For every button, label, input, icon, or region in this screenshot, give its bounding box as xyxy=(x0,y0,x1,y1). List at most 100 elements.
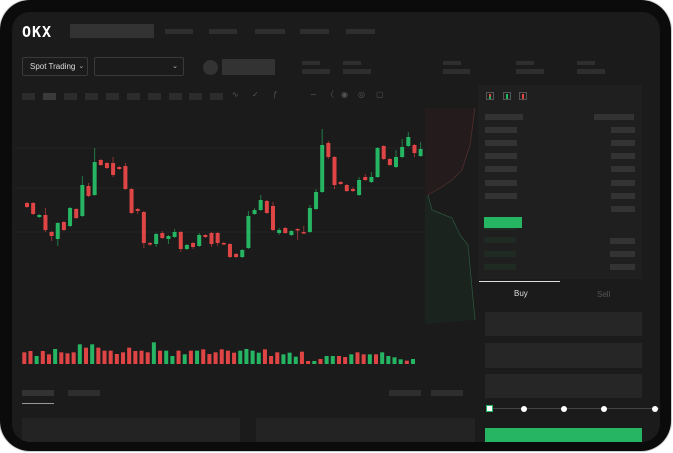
buy-submit-button[interactable] xyxy=(485,428,642,442)
timeframe-button-active[interactable] xyxy=(43,93,56,100)
volume-bar xyxy=(207,354,212,364)
volume-bar xyxy=(182,354,187,364)
volume-bar xyxy=(404,360,409,364)
candle-body xyxy=(117,167,122,169)
candle xyxy=(332,156,337,189)
bottom-panel xyxy=(22,418,240,442)
order-book-asks-icon[interactable] xyxy=(519,92,527,100)
candle xyxy=(369,172,374,183)
candle-body xyxy=(43,215,48,230)
candle-body xyxy=(135,209,140,211)
candle-body xyxy=(350,189,355,191)
bid-price-row xyxy=(484,251,516,257)
candle-body xyxy=(295,229,300,231)
candle-body xyxy=(320,145,325,192)
bottom-tab[interactable] xyxy=(68,390,100,396)
nav-item[interactable] xyxy=(300,29,329,34)
depth-chart xyxy=(425,107,476,324)
timeframe-button[interactable] xyxy=(85,93,98,100)
header-search-placeholder[interactable] xyxy=(70,24,154,38)
candle-body xyxy=(375,148,380,177)
amount-input[interactable] xyxy=(485,343,642,368)
price-chart[interactable] xyxy=(12,12,660,442)
timeframe-button[interactable] xyxy=(189,93,202,100)
check-tool-icon[interactable]: ✓ xyxy=(252,90,259,99)
candle xyxy=(43,208,48,232)
nav-item[interactable] xyxy=(165,29,193,34)
candle-body xyxy=(406,137,411,146)
timeframe-button[interactable] xyxy=(148,93,161,100)
bottom-tab-active[interactable] xyxy=(22,390,54,396)
fullscreen-icon[interactable]: ▢ xyxy=(376,90,384,99)
slider-stop[interactable] xyxy=(521,406,527,412)
slider-stop[interactable] xyxy=(652,406,658,412)
candle-body xyxy=(400,147,405,157)
fx-icon[interactable]: ƒ xyxy=(273,90,278,99)
ask-price-row xyxy=(485,140,517,146)
candle xyxy=(344,184,349,192)
nav-item[interactable] xyxy=(346,29,375,34)
volume-bar xyxy=(287,352,292,364)
candle-body xyxy=(271,206,275,230)
timeframe-button[interactable] xyxy=(169,93,182,100)
candle-body xyxy=(252,210,257,214)
nav-item[interactable] xyxy=(209,29,237,34)
volume-bar xyxy=(114,354,119,364)
total-input[interactable] xyxy=(485,374,642,398)
candle-body xyxy=(307,208,312,232)
price-input[interactable] xyxy=(485,312,642,336)
ask-price-row xyxy=(485,153,517,159)
okx-logo[interactable]: OKX xyxy=(22,23,53,41)
buy-tab[interactable]: Buy xyxy=(514,289,528,298)
stat-label xyxy=(516,61,534,65)
stat-value xyxy=(443,69,470,74)
line-tool-icon[interactable]: ∿ xyxy=(232,90,239,99)
sell-tab[interactable]: Sell xyxy=(597,290,611,299)
stat-value xyxy=(302,69,330,74)
bid-size-row xyxy=(610,264,635,270)
volume-bar xyxy=(232,352,237,364)
timeframe-button[interactable] xyxy=(127,93,140,100)
bottom-action[interactable] xyxy=(431,390,463,396)
candle-body xyxy=(246,216,251,248)
timeframe-button[interactable] xyxy=(210,93,223,100)
order-book-bids-icon[interactable] xyxy=(503,92,511,100)
amount-slider-track[interactable] xyxy=(489,408,659,409)
timeframe-button[interactable] xyxy=(22,93,35,100)
slider-stop[interactable] xyxy=(601,406,607,412)
amount-slider-handle[interactable] xyxy=(486,405,493,412)
stat-value xyxy=(516,69,544,74)
volume-bar xyxy=(349,354,354,364)
stat-label xyxy=(302,61,320,65)
candle-body xyxy=(92,162,97,195)
nav-item[interactable] xyxy=(255,29,285,34)
volume-bar xyxy=(133,351,138,364)
candle-body xyxy=(166,236,171,239)
candle-body xyxy=(55,223,60,239)
volume-bar xyxy=(373,354,378,364)
timeframe-button[interactable] xyxy=(64,93,77,100)
ask-price-row xyxy=(485,166,517,172)
wave-icon[interactable]: ∼ xyxy=(310,90,317,99)
volume-bar xyxy=(336,356,341,364)
slider-stop[interactable] xyxy=(561,406,567,412)
order-book-both-icon[interactable] xyxy=(486,92,494,100)
market-type-dropdown[interactable]: Spot Trading ⌄ xyxy=(22,57,88,76)
ask-price-row xyxy=(485,180,517,186)
settings-icon[interactable]: ◎ xyxy=(358,90,365,99)
volume-bar xyxy=(127,347,132,364)
candle-body xyxy=(412,145,417,153)
candle-body xyxy=(61,222,66,230)
camera-icon[interactable]: ◉ xyxy=(341,90,348,99)
volume-bar xyxy=(380,352,385,364)
timeframe-button[interactable] xyxy=(106,93,119,100)
candle-body xyxy=(234,254,239,257)
bottom-action[interactable] xyxy=(389,390,421,396)
volume-bar xyxy=(102,350,107,364)
pair-name-placeholder xyxy=(222,59,275,75)
volume-bar xyxy=(256,352,261,364)
candle xyxy=(314,189,319,210)
ruler-icon[interactable]: 〈 xyxy=(326,90,334,99)
pair-dropdown[interactable]: ⌄ xyxy=(94,57,184,76)
candle xyxy=(148,242,152,246)
